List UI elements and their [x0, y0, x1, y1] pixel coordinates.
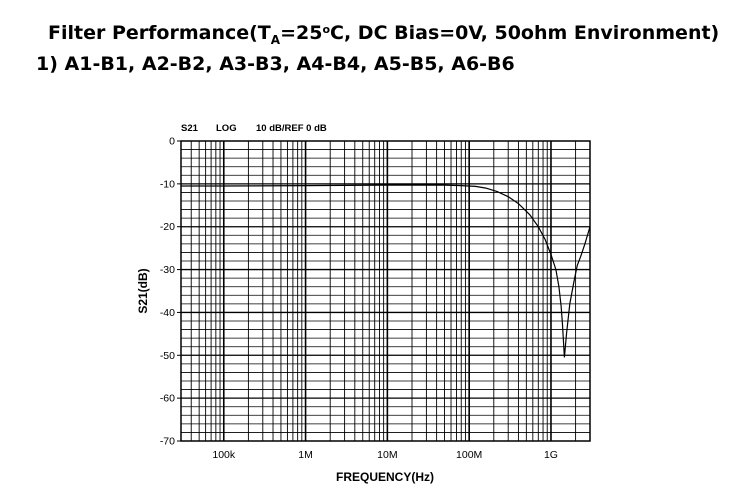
header-param: S21 [181, 123, 199, 134]
chart-subtitle: 1) A1-B1, A2-B2, A3-B3, A4-B4, A5-B5, A6… [36, 53, 515, 75]
chart-title: Filter Performance(TA=25oC, DC Bias=0V, … [48, 22, 720, 47]
x-tick-label: 1G [544, 449, 558, 461]
y-axis-label: S21(dB) [136, 268, 150, 313]
x-tick-label: 10M [377, 449, 397, 461]
header-scale: 10 dB/REF 0 dB [256, 123, 327, 134]
x-axis-label: FREQUENCY(Hz) [336, 470, 434, 484]
y-tick-label: -30 [160, 264, 175, 276]
y-tick-label: -20 [160, 221, 175, 233]
header-mode: LOG [216, 123, 237, 134]
plot-frame [180, 140, 591, 442]
y-tick-label: -70 [160, 436, 175, 448]
x-tick-labels: 100k 1M 10M 100M 1G [212, 449, 558, 461]
grid-lines [181, 141, 590, 441]
x-tick-label: 100k [212, 449, 236, 461]
y-tick-labels: 0 -10 -20 -30 -40 -50 -60 -70 [160, 136, 181, 448]
y-tick-label: -40 [160, 307, 175, 319]
y-tick-label: -50 [160, 350, 175, 362]
series-line [181, 184, 591, 358]
y-tick-label: 0 [169, 136, 175, 148]
y-tick-label: -60 [160, 393, 175, 405]
x-tick-label: 100M [456, 449, 482, 461]
y-tick-label: -10 [160, 178, 175, 190]
x-tick-label: 1M [298, 449, 313, 461]
